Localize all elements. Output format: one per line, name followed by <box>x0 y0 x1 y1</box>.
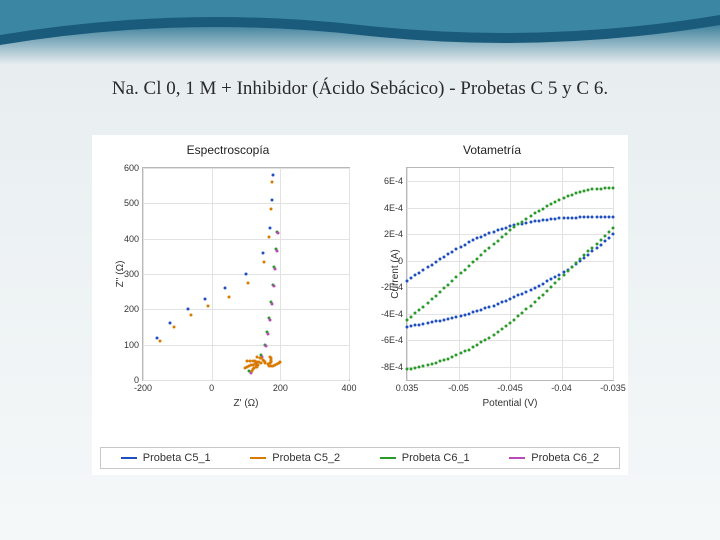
chart-right-title: Votametría <box>364 143 620 157</box>
slide-title: Na. Cl 0, 1 M + Inhibidor (Ácido Sebácic… <box>0 78 720 100</box>
legend-label: Probeta C5_1 <box>143 452 211 464</box>
legend-label: Probeta C5_2 <box>272 452 340 464</box>
xlabel-left: Z' (Ω) <box>143 398 349 409</box>
chart-votametria: Votametría Current (A) Potential (V) -8E… <box>364 143 620 421</box>
legend-item: Probeta C6_2 <box>509 452 599 464</box>
plot-area-left: Z'' (Ω) Z' (Ω) 0100200300400500600-20002… <box>142 167 350 381</box>
legend-label: Probeta C6_1 <box>402 452 470 464</box>
legend-swatch <box>509 457 525 459</box>
chart-espectroscopia: Espectroscopía Z'' (Ω) Z' (Ω) 0100200300… <box>100 143 356 421</box>
legend-item: Probeta C5_2 <box>250 452 340 464</box>
chart-left-title: Espectroscopía <box>100 143 356 157</box>
decorative-wave <box>0 0 720 70</box>
legend-label: Probeta C6_2 <box>531 452 599 464</box>
legend-swatch <box>380 457 396 459</box>
legend-item: Probeta C5_1 <box>121 452 211 464</box>
legend-swatch <box>250 457 266 459</box>
legend: Probeta C5_1 Probeta C5_2 Probeta C6_1 Prob… <box>100 447 620 469</box>
legend-item: Probeta C6_1 <box>380 452 470 464</box>
figure-panel: Espectroscopía Z'' (Ω) Z' (Ω) 0100200300… <box>92 135 628 475</box>
legend-swatch <box>121 457 137 459</box>
xlabel-right: Potential (V) <box>407 398 613 409</box>
plot-area-right: Current (A) Potential (V) -8E-4-6E-4-4E-… <box>406 167 614 381</box>
